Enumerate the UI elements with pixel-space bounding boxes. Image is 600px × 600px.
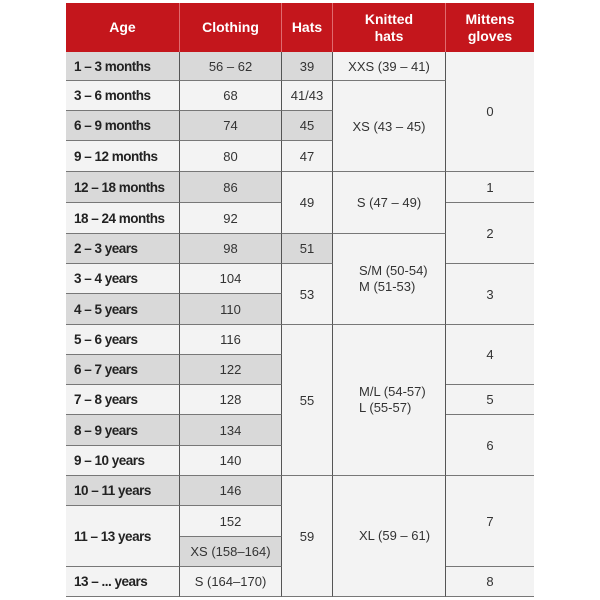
hats-cell: 53 (282, 264, 333, 325)
age-cell: 3 – 4 years (66, 264, 180, 294)
knitted-hats-cell: S/M (50-54) M (51-53) (333, 234, 446, 325)
header-age: Age (66, 3, 180, 52)
size-chart-table: Age Clothing Hats Knitted hats Mittens glove… (66, 3, 534, 597)
age-cell: 1 – 3 months (66, 52, 180, 81)
hats-cell: 41/43 (282, 81, 333, 111)
mittens-cell: 6 (446, 415, 534, 476)
knitted-hats-cell: XL (59 – 61) (333, 476, 446, 597)
knitted-hats-cell: M/L (54-57) L (55-57) (333, 325, 446, 476)
mittens-cell: 1 (446, 172, 534, 203)
clothing-cell: 80 (180, 141, 282, 172)
knitted-hats-cell: XS (43 – 45) (333, 81, 446, 172)
mittens-cell: 2 (446, 203, 534, 264)
clothing-cell: 56 – 62 (180, 52, 282, 81)
clothing-cell: 98 (180, 234, 282, 264)
age-cell: 12 – 18 months (66, 172, 180, 203)
clothing-cell: 134 (180, 415, 282, 446)
clothing-cell: 110 (180, 294, 282, 325)
hats-cell: 47 (282, 141, 333, 172)
age-cell: 5 – 6 years (66, 325, 180, 355)
knitted-hats-cell: S (47 – 49) (333, 172, 446, 234)
clothing-cell: 68 (180, 81, 282, 111)
hats-cell: 55 (282, 325, 333, 476)
hats-cell: 45 (282, 111, 333, 141)
header-clothing: Clothing (180, 3, 282, 52)
age-cell: 7 – 8 years (66, 385, 180, 415)
clothing-cell: 140 (180, 446, 282, 476)
clothing-cell: 86 (180, 172, 282, 203)
mittens-cell: 7 (446, 476, 534, 567)
age-cell: 8 – 9 years (66, 415, 180, 446)
header-hats: Hats (282, 3, 333, 52)
clothing-cell: 152 (180, 506, 282, 537)
clothing-cell: 92 (180, 203, 282, 234)
mittens-cell: 3 (446, 264, 534, 325)
mittens-cell: 0 (446, 52, 534, 172)
age-cell: 9 – 10 years (66, 446, 180, 476)
age-cell: 2 – 3 years (66, 234, 180, 264)
age-cell: 10 – 11 years (66, 476, 180, 506)
mittens-cell: 5 (446, 385, 534, 415)
clothing-cell: 74 (180, 111, 282, 141)
mittens-cell: 8 (446, 567, 534, 597)
age-cell: 18 – 24 months (66, 203, 180, 234)
mittens-cell: 4 (446, 325, 534, 385)
age-cell: 6 – 9 months (66, 111, 180, 141)
age-cell: 4 – 5 years (66, 294, 180, 325)
header-knitted: Knitted hats (333, 3, 446, 52)
clothing-cell: 128 (180, 385, 282, 415)
age-cell: 13 – ... years (66, 567, 180, 597)
age-cell: 9 – 12 months (66, 141, 180, 172)
age-cell: 6 – 7 years (66, 355, 180, 385)
header-mittens: Mittens gloves (446, 3, 534, 52)
age-cell: 11 – 13 years (66, 506, 180, 567)
knitted-hats-cell: XXS (39 – 41) (333, 52, 446, 81)
clothing-cell: XS (158–164) (180, 537, 282, 567)
hats-cell: 39 (282, 52, 333, 81)
clothing-cell: 116 (180, 325, 282, 355)
clothing-cell: S (164–170) (180, 567, 282, 597)
clothing-cell: 104 (180, 264, 282, 294)
hats-cell: 59 (282, 476, 333, 597)
clothing-cell: 122 (180, 355, 282, 385)
hats-cell: 51 (282, 234, 333, 264)
age-cell: 3 – 6 months (66, 81, 180, 111)
hats-cell: 49 (282, 172, 333, 234)
clothing-cell: 146 (180, 476, 282, 506)
